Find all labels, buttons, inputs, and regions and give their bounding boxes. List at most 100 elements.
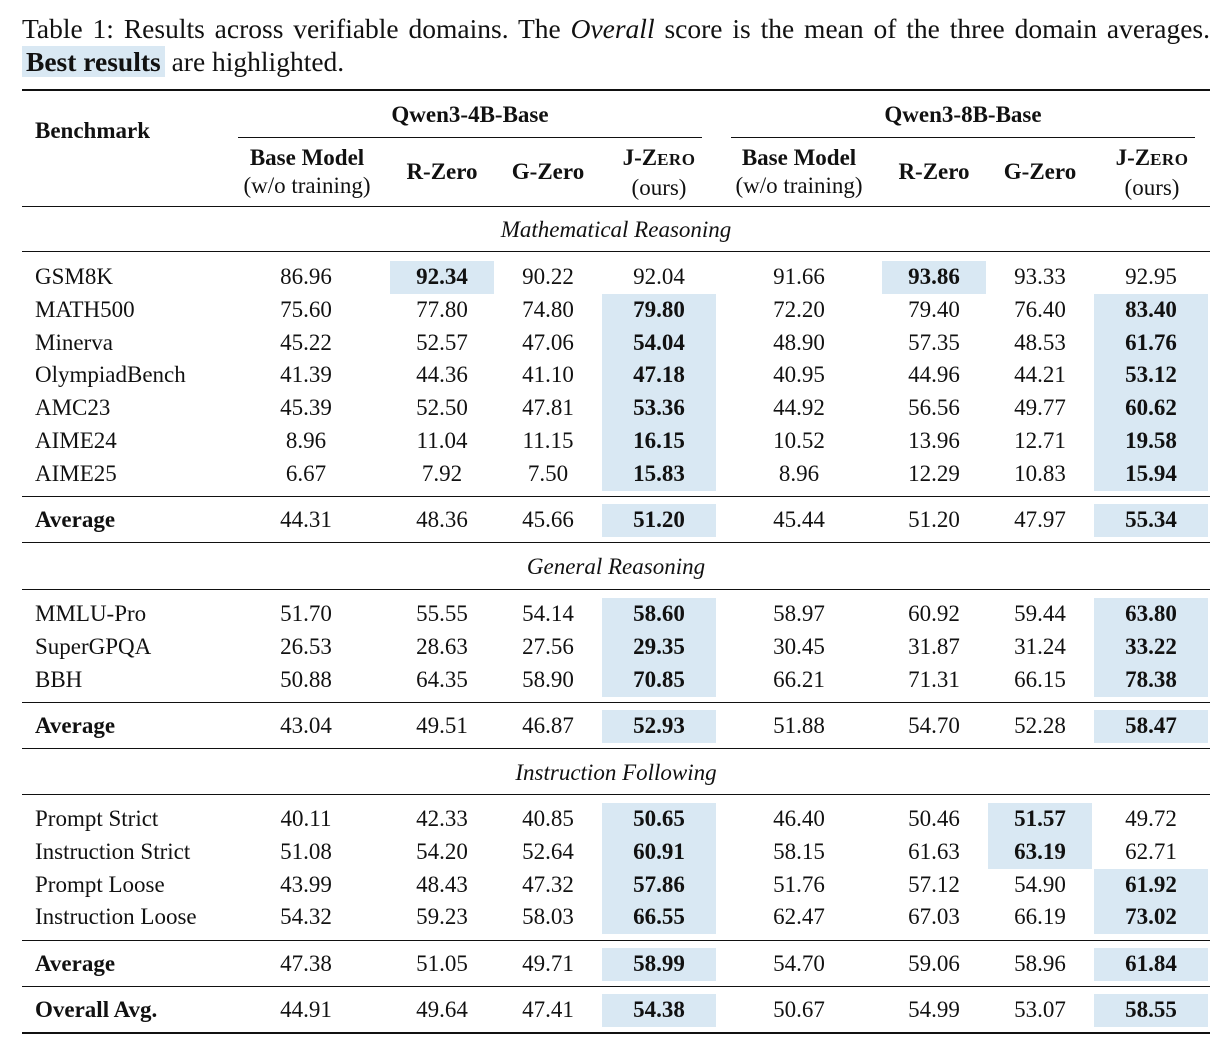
table-cell: 46.87 bbox=[522, 713, 574, 738]
table-cell: 60.92 bbox=[908, 601, 960, 626]
best-highlight bbox=[1094, 994, 1208, 1027]
benchmark-name: AMC23 bbox=[35, 395, 111, 420]
section-rule bbox=[22, 251, 1210, 252]
table-cell: 54.99 bbox=[908, 997, 960, 1022]
table-cell: 48.43 bbox=[416, 872, 468, 897]
table-cell: 57.86 bbox=[633, 872, 685, 897]
best-highlight bbox=[602, 948, 716, 981]
table-cell: 93.86 bbox=[908, 264, 960, 289]
table-cell: 76.40 bbox=[1014, 297, 1066, 322]
table-cell: 62.47 bbox=[773, 904, 825, 929]
benchmark-name: GSM8K bbox=[35, 264, 113, 289]
table-cell: 13.96 bbox=[908, 428, 960, 453]
group-header-4b: Qwen3-4B-Base bbox=[391, 102, 549, 127]
table-cell: 66.21 bbox=[773, 667, 825, 692]
table-cell: 60.62 bbox=[1125, 395, 1177, 420]
best-highlight bbox=[1094, 294, 1208, 327]
col-header-base-4b: Base Model (w/o training) bbox=[230, 144, 384, 200]
average-label: Average bbox=[35, 951, 116, 976]
table-cell: 58.47 bbox=[1125, 713, 1177, 738]
caption-best-results: Best results bbox=[22, 46, 165, 77]
best-highlight bbox=[602, 327, 716, 360]
table-cell: 66.55 bbox=[633, 904, 685, 929]
table-cell: 83.40 bbox=[1125, 297, 1177, 322]
col-header-base-8b: Base Model (w/o training) bbox=[722, 144, 876, 200]
benchmark-name: AIME25 bbox=[35, 461, 117, 486]
best-highlight bbox=[602, 710, 716, 743]
table-cell: 91.66 bbox=[773, 264, 825, 289]
table-cell: 51.70 bbox=[280, 601, 332, 626]
benchmark-name: Instruction Loose bbox=[35, 904, 197, 929]
table-cell: 86.96 bbox=[280, 264, 332, 289]
table-cell: 58.03 bbox=[522, 904, 574, 929]
table-cell: 50.67 bbox=[773, 997, 825, 1022]
average-rule bbox=[22, 940, 1210, 941]
table-cell: 59.06 bbox=[908, 951, 960, 976]
wo-training-label: (w/o training) bbox=[243, 173, 371, 198]
table-cell: 33.22 bbox=[1125, 634, 1177, 659]
table-cell: 52.64 bbox=[522, 839, 574, 864]
table-cell: 74.80 bbox=[522, 297, 574, 322]
section-title: Mathematical Reasoning bbox=[500, 217, 732, 242]
section-end-rule bbox=[22, 748, 1210, 749]
best-highlight bbox=[988, 803, 1092, 836]
table-cell: 15.83 bbox=[633, 461, 685, 486]
best-highlight bbox=[390, 261, 494, 294]
best-highlight bbox=[1094, 327, 1208, 360]
table-cell: 6.67 bbox=[285, 461, 327, 486]
jzero-prefix: J-Z bbox=[1115, 145, 1151, 170]
table-cell: 8.96 bbox=[778, 461, 820, 486]
table-cell: 54.70 bbox=[773, 951, 825, 976]
table-cell: 30.45 bbox=[773, 634, 825, 659]
best-highlight bbox=[1094, 458, 1208, 491]
table-cell: 51.20 bbox=[633, 507, 685, 532]
table-cell: 44.31 bbox=[280, 507, 332, 532]
table-cell: 49.51 bbox=[416, 713, 468, 738]
table-cell: 10.52 bbox=[773, 428, 825, 453]
best-highlight bbox=[602, 803, 716, 836]
table-cell: 70.85 bbox=[633, 667, 685, 692]
benchmark-name: AIME24 bbox=[35, 428, 117, 453]
table-cell: 49.64 bbox=[416, 997, 468, 1022]
jzero-smallcaps: ERO bbox=[1150, 150, 1189, 169]
table-cell: 7.92 bbox=[421, 461, 463, 486]
table-cell: 49.72 bbox=[1125, 806, 1177, 831]
table-cell: 44.21 bbox=[1014, 362, 1066, 387]
table-cell: 75.60 bbox=[280, 297, 332, 322]
table-cell: 58.99 bbox=[633, 951, 685, 976]
table-cell: 44.36 bbox=[416, 362, 468, 387]
table-cell: 49.77 bbox=[1014, 395, 1066, 420]
table-cell: 55.34 bbox=[1125, 507, 1177, 532]
table-caption: Table 1: Results across verifiable domai… bbox=[22, 12, 1210, 78]
ours-label: (ours) bbox=[631, 175, 687, 200]
best-highlight bbox=[602, 392, 716, 425]
group-rule-8b bbox=[731, 137, 1195, 138]
table-cell: 44.91 bbox=[280, 997, 332, 1022]
best-highlight bbox=[882, 261, 986, 294]
col-header-gzero-8b: G-Zero bbox=[1003, 159, 1077, 184]
table-cell: 54.70 bbox=[908, 713, 960, 738]
best-highlight bbox=[602, 836, 716, 869]
group-header-8b: Qwen3-8B-Base bbox=[884, 102, 1042, 127]
jzero-prefix: J-Z bbox=[622, 145, 658, 170]
table-cell: 53.07 bbox=[1014, 997, 1066, 1022]
best-highlight bbox=[1094, 710, 1208, 743]
average-label: Average bbox=[35, 507, 116, 532]
best-highlight bbox=[1094, 664, 1208, 697]
table-cell: 92.04 bbox=[633, 264, 685, 289]
table-cell: 41.39 bbox=[280, 362, 332, 387]
table-cell: 45.44 bbox=[773, 507, 825, 532]
table-cell: 92.34 bbox=[416, 264, 468, 289]
best-highlight bbox=[602, 664, 716, 697]
benchmark-name: Instruction Strict bbox=[35, 839, 191, 864]
table-cell: 54.04 bbox=[633, 330, 685, 355]
benchmark-name: Minerva bbox=[35, 330, 113, 355]
table-cell: 44.96 bbox=[908, 362, 960, 387]
best-highlight bbox=[602, 294, 716, 327]
col-header-rzero-8b: R-Zero bbox=[898, 159, 970, 184]
best-highlight bbox=[1094, 359, 1208, 392]
table-cell: 12.29 bbox=[908, 461, 960, 486]
average-label: Average bbox=[35, 713, 116, 738]
table-cell: 47.38 bbox=[280, 951, 332, 976]
table-cell: 50.88 bbox=[280, 667, 332, 692]
